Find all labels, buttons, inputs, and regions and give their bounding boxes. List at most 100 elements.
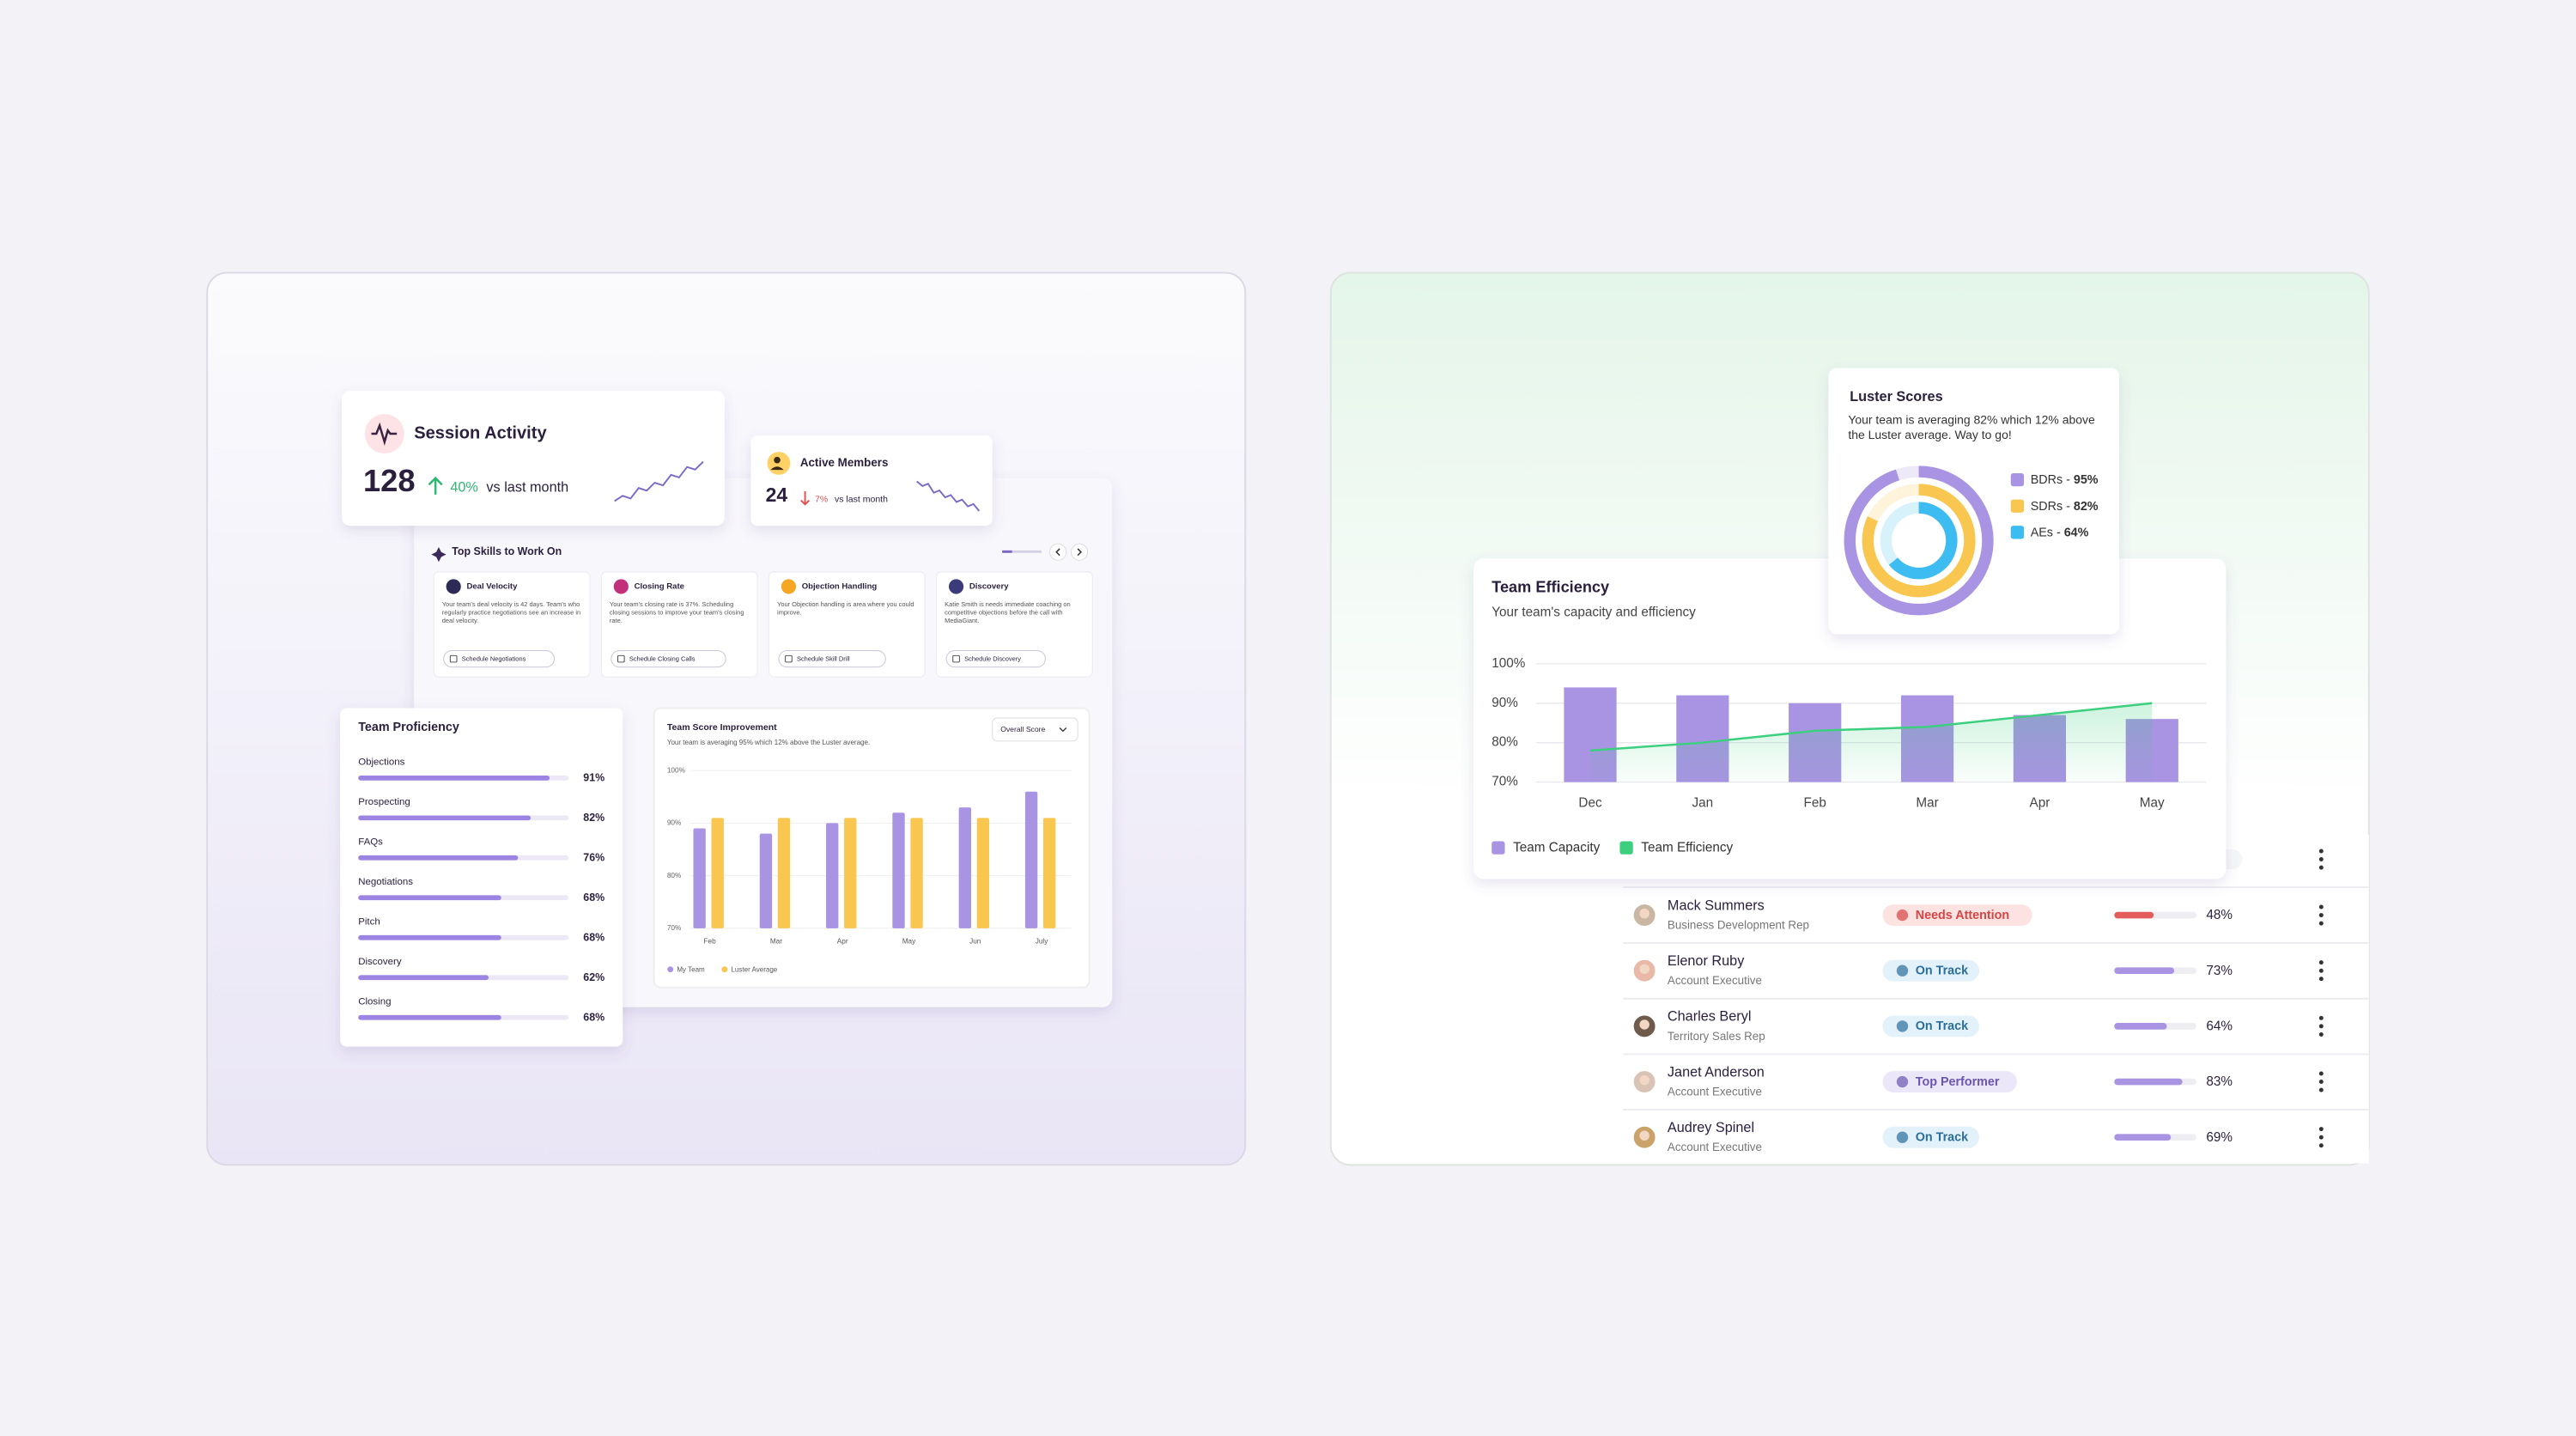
skill-name: Pitch: [358, 917, 380, 928]
skill-icon: [781, 579, 797, 594]
legend-label: SDRs - 82%: [2031, 500, 2099, 514]
value-label: 82%: [583, 812, 605, 824]
bar: [976, 818, 990, 928]
x-tick-label: Feb: [704, 937, 717, 945]
status-icon: [1896, 1075, 1909, 1088]
card-text: Your team is averaging 82% which 12% abo…: [1848, 412, 2095, 443]
card-title: Team Score Improvement: [667, 722, 777, 733]
skill-text: Your Objection handling is area where yo…: [777, 599, 914, 617]
skill-title: Discovery: [969, 581, 1009, 591]
status-label: Top Performer: [1916, 1075, 2000, 1089]
member-name: Janet Anderson: [1668, 1064, 1765, 1080]
score-bar: [2114, 911, 2154, 919]
y-tick-label: 70%: [667, 924, 682, 932]
score-label: 73%: [2206, 964, 2233, 978]
member-name: Mack Summers: [1668, 898, 1765, 913]
score-bar: [2114, 967, 2175, 975]
row-menu-dot: [2318, 921, 2324, 926]
x-tick-label: Mar: [1916, 796, 1938, 811]
bar: [1024, 791, 1038, 928]
member-role: Business Development Rep: [1668, 919, 1809, 932]
skill-button[interactable]: [611, 649, 726, 668]
avatar-face: [1639, 1130, 1649, 1141]
card-title: Active Members: [800, 456, 889, 469]
row-menu-dot: [2318, 1015, 2324, 1020]
row-menu-dot: [2318, 1031, 2324, 1037]
card-title: Session Activity: [414, 423, 547, 442]
ring: [1880, 502, 1958, 580]
bar: [358, 815, 532, 821]
bar: [711, 818, 724, 928]
skill-button[interactable]: [443, 649, 556, 668]
bar: [892, 812, 905, 928]
bar: [358, 1014, 501, 1020]
legend-swatch: [721, 966, 728, 973]
card-title: Team Efficiency: [1492, 579, 1609, 596]
legend-label: Team Capacity: [1513, 841, 1601, 855]
area: [1590, 703, 2153, 782]
row-menu-dot: [2318, 1024, 2324, 1029]
value-label: 91%: [583, 772, 605, 784]
stat-change: 40%: [450, 479, 478, 495]
bar: [958, 807, 971, 928]
member-role: Account Executive: [1668, 1086, 1762, 1098]
skill-button-label: Schedule Closing Calls: [629, 654, 696, 662]
status-pill: [1882, 1126, 1980, 1148]
sparkline: [614, 460, 704, 502]
member-role: Territory Sales Rep: [1668, 1030, 1765, 1043]
skill-text-box: Your team's deal velocity is 42 days. Te…: [442, 599, 580, 624]
skill-button-label: Schedule Skill Drill: [797, 654, 850, 662]
score-label: 83%: [2206, 1074, 2233, 1089]
status-pill: [1882, 1015, 1980, 1037]
x-tick-label: Jun: [969, 937, 981, 945]
row-menu-dot: [2318, 960, 2324, 965]
bar: [358, 775, 550, 781]
button-icon: [785, 654, 793, 663]
row-menu-dot: [2318, 1087, 2324, 1092]
status-pill: [1882, 959, 1980, 982]
value-label: 68%: [583, 932, 605, 944]
ring: [1862, 484, 1976, 598]
row-menu-dot: [2318, 968, 2324, 973]
member-name: Elenor Ruby: [1668, 953, 1745, 969]
skill-name: FAQs: [358, 837, 383, 848]
score-bar: [2114, 1078, 2183, 1086]
bar: [693, 828, 706, 928]
skill-name: Closing: [358, 997, 391, 1007]
legend-label: My Team: [677, 965, 705, 973]
legend-label: AEs - 64%: [2031, 526, 2089, 539]
value-label: 62%: [583, 971, 605, 983]
stat-value: 128: [363, 463, 416, 498]
y-tick-label: 90%: [667, 819, 682, 827]
avatar-face: [1639, 1074, 1649, 1086]
status-icon: [1896, 1020, 1909, 1032]
legend-label: BDRs - 95%: [2031, 473, 2099, 487]
row-menu-dot: [2318, 913, 2324, 918]
card-subtitle: Your team's capacity and efficiency: [1492, 605, 1696, 620]
skill-button[interactable]: [945, 649, 1047, 668]
status-pill: [1882, 904, 2032, 926]
stat-change: 7%: [815, 494, 828, 504]
bar: [358, 855, 519, 861]
skill-title: Closing Rate: [635, 581, 684, 591]
row-menu-dot: [2318, 1127, 2324, 1132]
value-label: 76%: [583, 852, 605, 864]
ring: [1844, 465, 1994, 616]
skill-name: Prospecting: [358, 797, 410, 807]
legend-swatch: [2010, 499, 2025, 513]
row-menu-dot: [2318, 1135, 2324, 1140]
members-table: Mack Summers Business Development Rep Need…: [1623, 834, 2369, 1164]
row-menu-dot: [2318, 977, 2324, 982]
bar: [844, 818, 857, 928]
member-role: Account Executive: [1668, 1141, 1762, 1153]
skill-name: Objections: [358, 758, 404, 768]
bar: [358, 934, 501, 940]
team-proficiency-card: Team Proficiency Objections 91% Prospecting…: [340, 708, 623, 1047]
legend-text: SDRs -: [2031, 500, 2074, 514]
dropdown-label[interactable]: Overall Score: [1000, 725, 1045, 733]
legend-text: AEs -: [2031, 526, 2064, 539]
skill-button[interactable]: [778, 649, 886, 668]
member-role: Account Executive: [1668, 974, 1762, 987]
sparkline: [916, 480, 981, 512]
